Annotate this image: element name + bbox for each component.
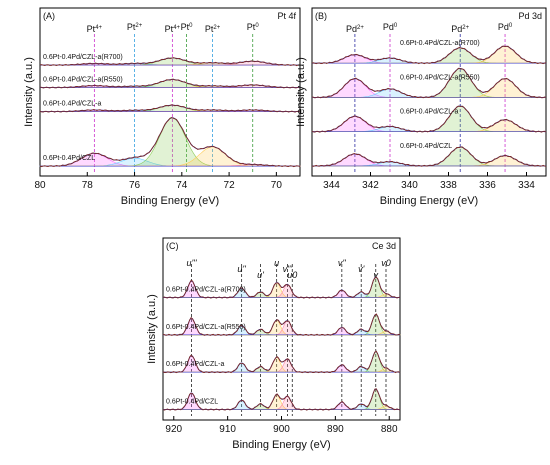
reference-label: Pt4+ (87, 24, 103, 34)
x-axis-label: Binding Energy (eV) (121, 195, 219, 207)
series-label: 0.6Pt-0.4Pd/CZL-a (43, 101, 101, 108)
reference-label: v'' (338, 258, 346, 268)
x-tick-label: 344 (323, 180, 340, 191)
reference-label-superscript: 2+ (135, 23, 142, 29)
x-tick-label: 880 (381, 424, 398, 435)
reference-label: v''' (283, 264, 293, 274)
panel-A: 80 78 76 74 72 70 Binding Energy (eV) Intensity… (23, 7, 301, 207)
series-label: 0.6Pt-0.4Pd/CZL-a(R550) (400, 74, 480, 81)
reference-label: Pt0 (247, 22, 260, 32)
x-tick-label: 338 (440, 180, 457, 191)
reference-label: Pd2+ (451, 24, 469, 34)
reference-label: Pt2+ (205, 24, 221, 34)
x-tick-label: 72 (224, 180, 236, 191)
series-label: 0.6Pt-0.4Pd/CZL-a (166, 361, 224, 368)
panel-title: Pt 4f (277, 11, 296, 21)
x-tick-label: 342 (362, 180, 379, 191)
spectrum-line (39, 104, 301, 113)
reference-label: v0 (381, 258, 391, 268)
spectrum-line (311, 105, 547, 133)
y-axis-label: Intensity (a.u.) (295, 57, 307, 127)
reference-label: Pd2+ (346, 24, 364, 34)
x-tick-label: 890 (327, 424, 344, 435)
x-tick-label: 78 (82, 180, 94, 191)
spectrum-line (162, 388, 401, 411)
reference-label-superscript: 2+ (213, 25, 220, 31)
reference-label: u (274, 258, 279, 268)
reference-label: Pt4+ (165, 24, 181, 34)
reference-label-superscript: 4+ (95, 25, 102, 31)
spectrum-line (311, 67, 547, 99)
reference-label: u'' (237, 264, 246, 274)
reference-label: Pd0 (498, 22, 513, 32)
series-label: 0.6Pt-0.4Pd/CZL (166, 399, 218, 406)
reference-label-superscript: 2+ (462, 25, 469, 31)
reference-label: v (374, 270, 379, 280)
series-label: 0.6Pt-0.4Pd/CZL-a(R550) (43, 77, 123, 84)
panel-title: Ce 3d (372, 241, 396, 251)
x-tick-label: 70 (271, 180, 283, 191)
spectrum-line (162, 276, 401, 299)
plot-frame (311, 7, 547, 177)
y-axis-label: Intensity (a.u.) (23, 57, 35, 127)
series-label: 0.6Pt-0.4Pd/CZL-a(R700) (166, 287, 246, 294)
x-tick-label: 80 (34, 180, 46, 191)
panel-B: 344 342 340 338 336 334 Binding Energy (eV) Int… (295, 7, 547, 207)
x-tick-label: 920 (165, 424, 182, 435)
spectrum-line (39, 57, 301, 67)
x-tick-label: 910 (219, 424, 236, 435)
x-tick-label: 74 (176, 180, 188, 191)
spectrum-line (39, 78, 301, 89)
plot-frame (39, 7, 301, 177)
x-tick-label: 336 (479, 180, 496, 191)
spectrum-line (162, 350, 401, 374)
series-label: 0.6Pt-0.4Pd/CZL-a(R550) (166, 324, 246, 331)
reference-label: v' (358, 264, 365, 274)
panel-label: (B) (315, 11, 327, 21)
x-tick-label: 334 (518, 180, 535, 191)
reference-label-superscript: 0 (189, 23, 193, 29)
y-axis-label: Intensity (a.u.) (146, 294, 158, 364)
series-label: 0.6Pt-0.4Pd/CZL-a (400, 109, 458, 116)
spectrum-line (311, 45, 547, 65)
spectrum-line (162, 313, 401, 336)
series-label: 0.6Pt-0.4Pd/CZL-a(R700) (43, 54, 123, 61)
series-label: 0.6Pt-0.4Pd/CZL (43, 155, 95, 162)
x-tick-label: 76 (129, 180, 141, 191)
panel-title: Pd 3d (518, 11, 542, 21)
x-tick-label: 340 (401, 180, 418, 191)
panel-label: (C) (166, 241, 179, 251)
panel-C: 920 910 900 890 880 Binding Energy (eV) Intens… (146, 237, 401, 451)
x-tick-label: 900 (273, 424, 290, 435)
reference-label: u''' (186, 258, 196, 268)
reference-label: u' (257, 270, 264, 280)
reference-label: u0 (287, 270, 297, 280)
reference-label: Pd0 (383, 22, 398, 32)
reference-label-superscript: 0 (255, 23, 259, 29)
panel-label: (A) (43, 11, 55, 21)
x-axis-label: Binding Energy (eV) (232, 439, 330, 451)
series-label: 0.6Pt-0.4Pd/CZL-a(R700) (400, 40, 480, 47)
reference-label-superscript: 2+ (357, 25, 364, 31)
x-axis-label: Binding Energy (eV) (380, 195, 478, 207)
reference-label: Pt0 (181, 22, 194, 32)
reference-label: Pt2+ (127, 22, 143, 32)
reference-label-superscript: 4+ (173, 25, 180, 31)
reference-label-superscript: 0 (394, 23, 398, 29)
series-label: 0.6Pt-0.4Pd/CZL (400, 143, 452, 150)
reference-label-superscript: 0 (509, 23, 513, 29)
spectrum-line (39, 117, 301, 168)
spectrum-line (311, 146, 547, 167)
